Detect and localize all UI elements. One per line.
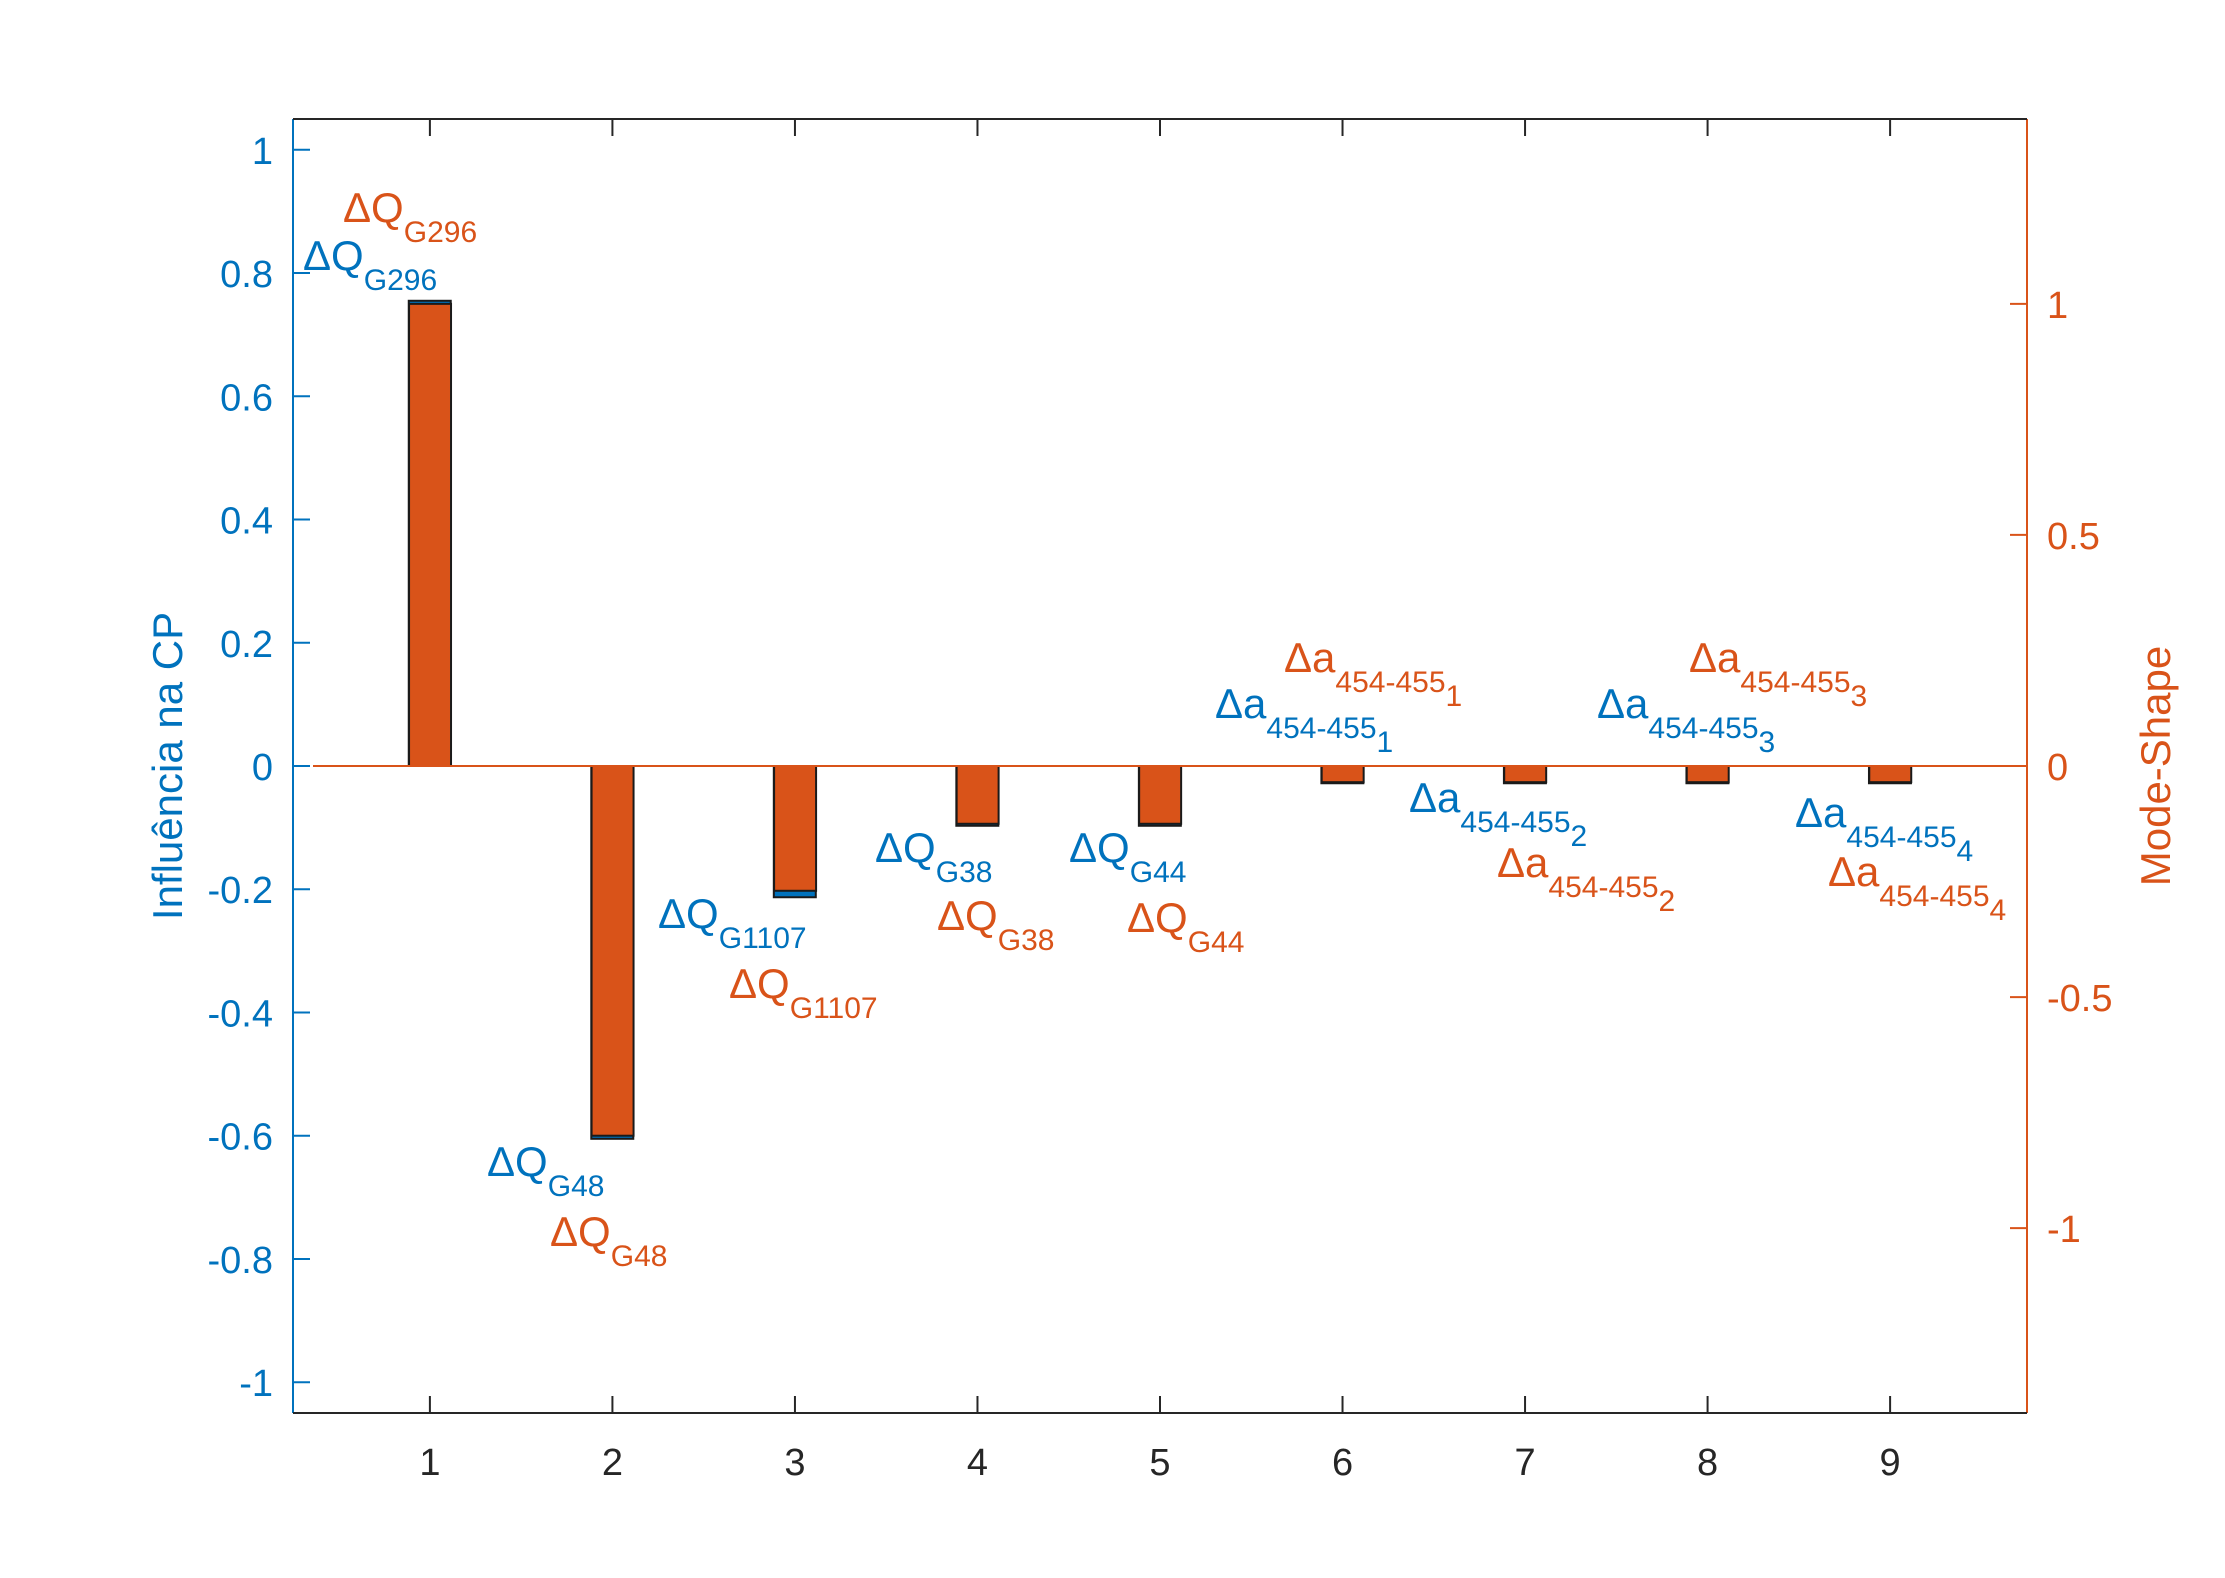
ticks: -1 -0.8 -0.6 -0.4 -0.2 0 0.2 0.4 0.6 0.8 1 -1 -0.5 0 0… [208,119,2112,1484]
x-tick-label: 6 [1332,1442,1353,1484]
bar-annotation-series2-cat3: ΔQG1107 [729,960,878,1025]
bar-annotation-series2-cat7: Δa454-4552 [1497,839,1675,918]
y-left-tick-label: -0.6 [208,1117,273,1159]
bar-annotation-series2-cat8: Δa454-4553 [1689,634,1867,713]
y-right-tick-label: 0 [2047,747,2068,789]
bar-annotation-series1-cat5: ΔQG44 [1069,824,1186,889]
bar-annotation-series1-cat1: ΔQG296 [303,232,437,297]
bar-annotation-series1-cat7: Δa454-4552 [1409,774,1587,853]
bar-series2-cat5 [1138,765,1183,825]
bar-annotation-series2-cat1: ΔQG296 [343,184,477,249]
x-tick-label: 1 [419,1442,440,1484]
bars [407,299,1913,1140]
y-left-tick-label: 0.2 [220,624,273,666]
y-left-tick-label: -0.2 [208,870,273,912]
y-right-tick-label: 0.5 [2047,516,2100,558]
bar-series2-cat1 [408,302,453,767]
bar-annotation-series2-cat9: Δa454-4554 [1828,848,2006,927]
y-left-tick-label: 0.6 [220,377,273,419]
y-left-tick-label: 1 [252,131,273,173]
bar-annotation-series2-cat2: ΔQG48 [550,1208,667,1273]
y-left-tick-label: 0.8 [220,254,273,296]
y-right-tick-label: -1 [2047,1209,2081,1251]
y-left-tick-label: -0.4 [208,993,273,1035]
x-tick-label: 5 [1149,1442,1170,1484]
y-axis-right-label: Mode-Shape [2132,646,2179,887]
bar-series2-cat7 [1503,765,1548,784]
y-left-tick-label: -0.8 [208,1240,273,1282]
x-tick-label: 7 [1514,1442,1535,1484]
bar-annotation-series1-cat2: ΔQG48 [487,1138,604,1203]
bar-series2-cat8 [1685,765,1730,784]
y-right-tick-label: -0.5 [2047,978,2112,1020]
bar-annotation-series1-cat3: ΔQG1107 [658,890,807,955]
bar-series2-cat3 [773,765,818,892]
bar-annotation-series2-cat4: ΔQG38 [937,892,1054,957]
bar-annotation-series1-cat6: Δa454-4551 [1215,680,1393,759]
x-tick-label: 4 [967,1442,988,1484]
x-tick-label: 8 [1697,1442,1718,1484]
bar-series2-cat6 [1320,765,1365,784]
y-left-tick-label: 0.4 [220,501,273,543]
x-tick-label: 9 [1880,1442,1901,1484]
bar-series2-cat2 [590,765,635,1137]
bar-annotation-series1-cat8: Δa454-4553 [1597,680,1775,759]
y-right-tick-label: 1 [2047,285,2068,327]
y-left-tick-label: 0 [252,747,273,789]
y-axis-left-label: Influência na CP [144,612,191,920]
bar-annotation-series2-cat5: ΔQG44 [1127,894,1244,959]
y-left-tick-label: -1 [239,1363,273,1405]
bar-annotation-series1-cat9: Δa454-4554 [1795,789,1973,868]
bar-annotation-series1-cat4: ΔQG38 [875,824,992,889]
x-tick-label: 3 [784,1442,805,1484]
bar-series2-cat9 [1868,765,1913,784]
bar-series2-cat4 [955,765,1000,825]
bar-annotation-series2-cat6: Δa454-4551 [1284,634,1462,713]
x-tick-label: 2 [602,1442,623,1484]
